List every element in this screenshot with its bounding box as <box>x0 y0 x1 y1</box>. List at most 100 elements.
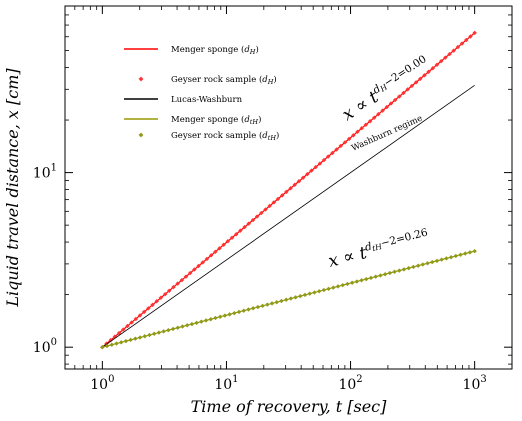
plot-frame <box>64 5 513 370</box>
data-point <box>254 214 260 219</box>
data-point <box>443 55 448 60</box>
data-point <box>316 288 322 294</box>
data-point <box>321 287 327 293</box>
data-point <box>150 302 155 308</box>
data-point <box>229 235 235 241</box>
data-point <box>417 76 423 82</box>
legend-label: Menger sponge (dtH) <box>171 114 261 126</box>
data-point <box>387 270 393 276</box>
data-point <box>242 224 247 230</box>
data-point <box>413 80 419 85</box>
data-point <box>236 309 242 315</box>
data-point <box>246 307 251 312</box>
data-point <box>129 320 134 325</box>
data-point <box>208 316 214 322</box>
series-1 <box>100 30 477 350</box>
series-line <box>102 85 475 348</box>
data-point <box>405 87 410 92</box>
data-point <box>146 306 151 311</box>
series-2 <box>102 85 475 348</box>
data-point <box>238 228 243 233</box>
data-point <box>382 271 388 277</box>
data-point <box>221 242 226 248</box>
x-tick-label: 103 <box>463 374 487 393</box>
data-point <box>279 298 284 304</box>
data-point <box>401 267 407 272</box>
x-tick-label: 100 <box>90 374 114 393</box>
data-point <box>128 337 133 343</box>
data-point <box>208 253 214 258</box>
data-point <box>250 305 256 311</box>
data-point <box>125 323 130 329</box>
data-point <box>265 302 270 307</box>
data-point <box>426 69 431 75</box>
data-point <box>307 291 312 296</box>
annotation-lower-slope: x ∝ tdtH−2=0.26 <box>326 226 431 271</box>
data-point <box>392 269 397 275</box>
data-point <box>448 254 454 260</box>
data-point <box>397 94 402 99</box>
data-point <box>232 310 237 316</box>
series-layer <box>100 30 477 350</box>
series-4 <box>100 248 477 350</box>
data-point <box>269 301 275 306</box>
data-point <box>378 273 383 278</box>
legend-label: Lucas-Washburn <box>171 95 243 105</box>
data-point <box>368 275 374 281</box>
data-point <box>158 295 164 301</box>
data-point <box>179 277 185 283</box>
data-point <box>359 125 364 131</box>
data-point <box>137 335 143 340</box>
data-point <box>312 290 317 295</box>
data-point <box>459 41 465 46</box>
data-point <box>406 265 411 271</box>
data-point <box>192 267 197 272</box>
data-point <box>142 333 148 339</box>
data-point <box>283 297 289 303</box>
data-point <box>462 251 468 256</box>
x-axis-label: Time of recovery, t [sec] <box>191 397 388 416</box>
data-point <box>171 284 176 290</box>
legend-label: Geyser rock sample (dtH) <box>171 130 279 142</box>
y-tick-label: 101 <box>33 163 57 182</box>
data-point <box>288 296 294 301</box>
data-point <box>392 97 398 103</box>
data-point <box>133 336 138 341</box>
data-point <box>166 327 171 333</box>
data-point <box>288 186 293 191</box>
legend-label: Geyser rock sample (dH) <box>171 74 277 86</box>
data-point <box>241 308 247 313</box>
data-point <box>317 161 323 166</box>
data-point <box>296 178 302 184</box>
data-point <box>453 253 459 259</box>
data-point <box>138 132 144 138</box>
data-point <box>200 260 206 265</box>
data-point <box>434 62 440 67</box>
data-point <box>458 252 463 258</box>
data-point <box>204 256 210 262</box>
data-point <box>354 279 360 284</box>
data-point <box>292 182 298 188</box>
data-point <box>183 274 189 279</box>
data-point <box>137 313 143 318</box>
data-point <box>351 133 356 138</box>
data-point <box>326 286 331 292</box>
data-point <box>175 325 181 331</box>
data-point <box>422 73 427 78</box>
data-point <box>225 238 231 244</box>
data-point <box>194 320 199 326</box>
data-point <box>444 256 449 261</box>
data-point <box>342 140 348 145</box>
data-point <box>255 304 261 310</box>
data-point <box>259 210 264 216</box>
data-point <box>447 51 452 57</box>
data-point <box>325 154 331 159</box>
data-point <box>109 342 115 348</box>
series-line <box>101 32 476 348</box>
data-point <box>217 314 223 320</box>
data-point <box>388 101 394 106</box>
data-point <box>141 309 147 315</box>
data-point <box>373 274 378 279</box>
data-point <box>250 217 256 223</box>
data-point <box>196 263 201 269</box>
